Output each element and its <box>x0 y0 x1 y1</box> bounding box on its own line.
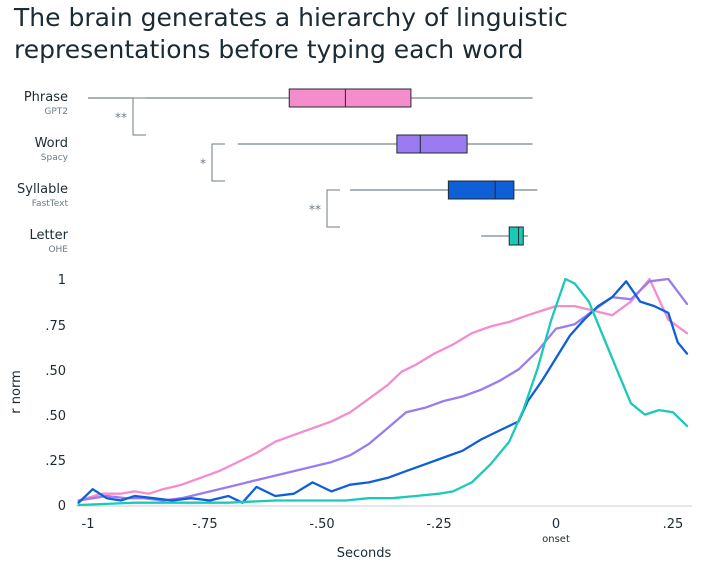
series-line-syllable <box>77 280 689 504</box>
title-line-2: representations before typing each word <box>14 35 524 64</box>
significance-bracket-1 <box>132 97 146 136</box>
significance-bracket-3 <box>326 189 340 228</box>
series-line-letter <box>77 277 689 507</box>
level-model-word: Spacy <box>41 153 69 163</box>
level-model-phrase: GPT2 <box>44 107 68 117</box>
significance-label-3: ** <box>309 203 321 217</box>
level-label-syllable: Syllable <box>17 182 68 197</box>
box-phrase <box>288 88 412 108</box>
y-axis-label: r norm <box>9 370 24 413</box>
y-tick-label: .50 <box>45 364 66 379</box>
x-tick-label: -.75 <box>192 517 217 532</box>
x-tick-label: -.50 <box>309 517 334 532</box>
x-tick-label: -.25 <box>426 517 451 532</box>
series-line-phrase <box>77 277 689 502</box>
title-line-1: The brain generates a hierarchy of lingu… <box>14 3 568 32</box>
chart-title: The brain generates a hierarchy of lingu… <box>14 2 694 66</box>
level-model-syllable: FastText <box>32 199 69 209</box>
y-tick-label: .50 <box>45 409 66 424</box>
x-tick-label: -1 <box>82 517 95 532</box>
box-letter <box>508 226 524 246</box>
x-tick-label: .25 <box>663 517 684 532</box>
onset-label: onset <box>542 534 570 545</box>
box-word <box>396 134 468 154</box>
y-tick-label: 1 <box>58 273 66 288</box>
significance-label-2: * <box>200 157 206 171</box>
y-tick-label: 0 <box>58 499 66 514</box>
x-axis-label: Seconds <box>337 546 392 561</box>
level-label-phrase: Phrase <box>24 90 68 105</box>
level-label-letter: Letter <box>29 228 68 243</box>
significance-label-1: ** <box>115 111 127 125</box>
level-label-word: Word <box>35 136 68 151</box>
box-syllable <box>447 180 515 200</box>
y-tick-label: .75 <box>45 319 66 334</box>
x-tick-label: 0 <box>552 517 560 532</box>
y-tick-label: .25 <box>45 454 66 469</box>
level-model-letter: OHE <box>48 245 68 255</box>
significance-bracket-2 <box>211 143 225 182</box>
